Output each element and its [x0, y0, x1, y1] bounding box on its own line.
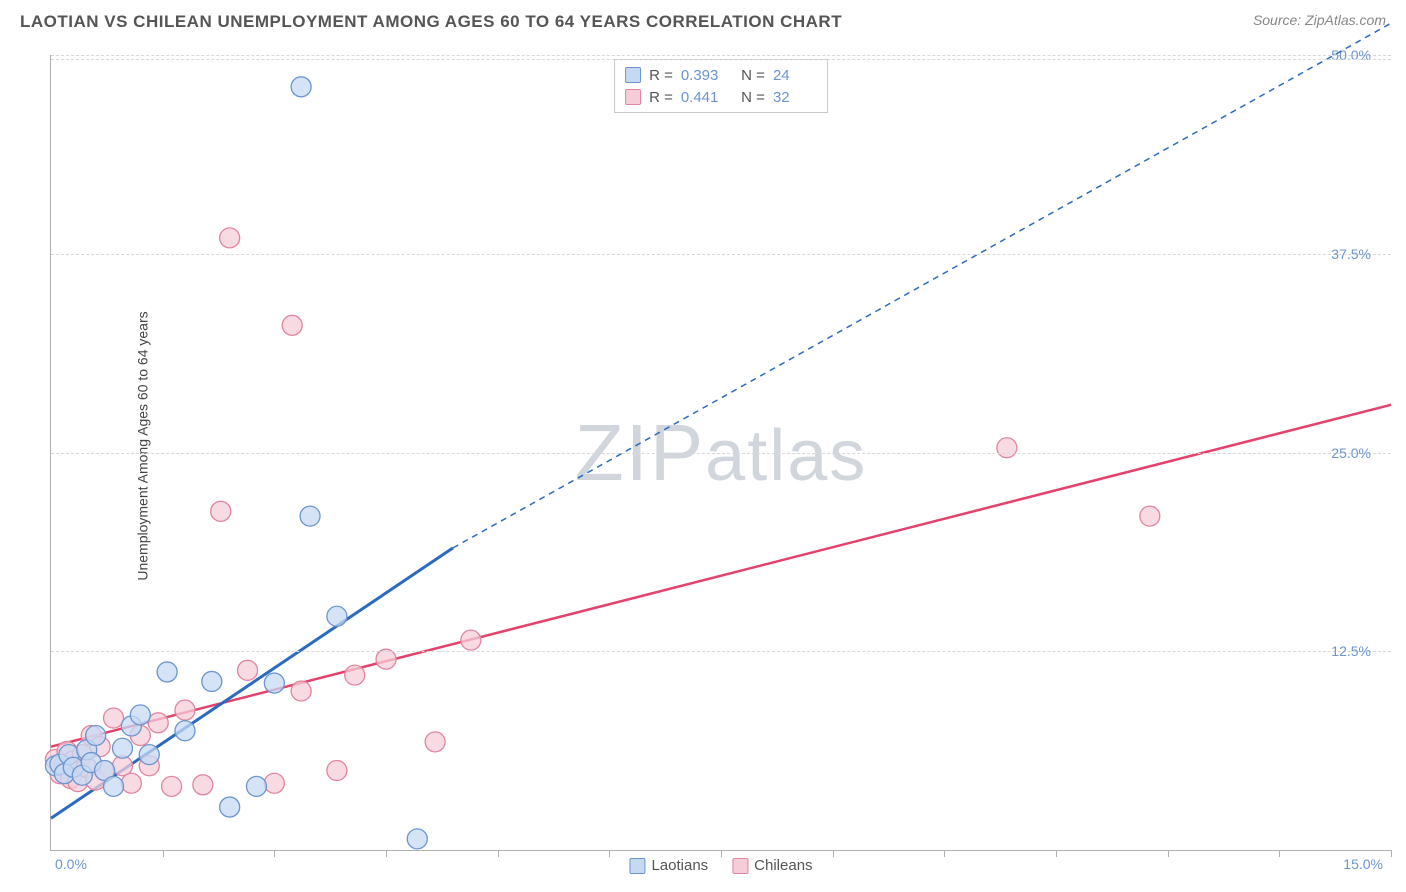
scatter-point-laotians: [407, 829, 427, 849]
y-tick-label: 25.0%: [1331, 445, 1371, 461]
x-tick: [944, 850, 945, 857]
chart-header: LAOTIAN VS CHILEAN UNEMPLOYMENT AMONG AG…: [20, 12, 1386, 42]
scatter-point-laotians: [130, 705, 150, 725]
scatter-point-chileans: [461, 630, 481, 650]
x-tick: [274, 850, 275, 857]
stats-r-label: R =: [649, 89, 673, 106]
scatter-point-chileans: [193, 775, 213, 795]
x-tick: [1279, 850, 1280, 857]
chart-title: LAOTIAN VS CHILEAN UNEMPLOYMENT AMONG AG…: [20, 12, 842, 31]
legend-label: Chileans: [754, 857, 812, 874]
legend: Laotians Chileans: [629, 857, 812, 874]
scatter-point-chileans: [238, 660, 258, 680]
scatter-point-chileans: [425, 732, 445, 752]
scatter-point-chileans: [264, 773, 284, 793]
scatter-point-chileans: [175, 700, 195, 720]
x-axis-end-label: 15.0%: [1343, 856, 1383, 872]
scatter-point-chileans: [211, 501, 231, 521]
scatter-point-chileans: [1140, 506, 1160, 526]
gridline: [51, 453, 1391, 454]
stats-row: R = 0.441 N = 32: [625, 86, 817, 108]
scatter-point-chileans: [327, 761, 347, 781]
stats-n-value: 32: [773, 89, 817, 106]
gridline: [51, 254, 1391, 255]
x-tick: [721, 850, 722, 857]
trend-line-laotians-dashed: [453, 23, 1391, 548]
x-tick: [163, 850, 164, 857]
stats-swatch: [625, 89, 641, 105]
stats-swatch: [625, 67, 641, 83]
scatter-point-chileans: [121, 773, 141, 793]
scatter-point-laotians: [300, 506, 320, 526]
scatter-point-chileans: [345, 665, 365, 685]
scatter-point-laotians: [175, 721, 195, 741]
scatter-point-chileans: [162, 776, 182, 796]
x-tick: [833, 850, 834, 857]
scatter-point-laotians: [202, 671, 222, 691]
x-tick: [1391, 850, 1392, 857]
x-tick: [1056, 850, 1057, 857]
gridline: [51, 651, 1391, 652]
x-axis-start-label: 0.0%: [55, 856, 87, 872]
chart-source: Source: ZipAtlas.com: [1253, 12, 1386, 28]
scatter-point-laotians: [291, 77, 311, 97]
stats-n-value: 24: [773, 67, 817, 84]
scatter-point-chileans: [282, 315, 302, 335]
scatter-point-chileans: [291, 681, 311, 701]
scatter-point-laotians: [104, 776, 124, 796]
scatter-point-laotians: [264, 673, 284, 693]
x-tick: [609, 850, 610, 857]
x-tick: [386, 850, 387, 857]
legend-item: Chileans: [732, 857, 812, 874]
scatter-point-laotians: [220, 797, 240, 817]
scatter-point-laotians: [246, 776, 266, 796]
y-tick-label: 50.0%: [1331, 47, 1371, 63]
legend-label: Laotians: [651, 857, 708, 874]
stats-r-value: 0.393: [681, 67, 725, 84]
x-tick: [498, 850, 499, 857]
scatter-point-laotians: [157, 662, 177, 682]
scatter-point-laotians: [86, 726, 106, 746]
legend-item: Laotians: [629, 857, 708, 874]
legend-swatch: [629, 858, 645, 874]
scatter-point-chileans: [104, 708, 124, 728]
scatter-point-laotians: [139, 745, 159, 765]
stats-row: R = 0.393 N = 24: [625, 64, 817, 86]
scatter-point-chileans: [148, 713, 168, 733]
stats-n-label: N =: [733, 89, 765, 106]
y-tick-label: 12.5%: [1331, 643, 1371, 659]
scatter-point-chileans: [220, 228, 240, 248]
chart-plot-area: ZIPatlas R =0.393 N =24R =0.441 N =32 0.…: [50, 55, 1391, 851]
scatter-point-chileans: [997, 438, 1017, 458]
x-tick: [1168, 850, 1169, 857]
gridline: [51, 59, 1391, 60]
y-tick-label: 37.5%: [1331, 246, 1371, 262]
gridline: [51, 55, 1391, 56]
legend-swatch: [732, 858, 748, 874]
scatter-point-laotians: [112, 738, 132, 758]
stats-n-label: N =: [733, 67, 765, 84]
stats-r-label: R =: [649, 67, 673, 84]
scatter-point-laotians: [327, 606, 347, 626]
stats-r-value: 0.441: [681, 89, 725, 106]
stats-box: R = 0.393 N = 24 R = 0.441 N = 32: [614, 59, 828, 113]
trend-line-chileans: [51, 405, 1391, 747]
